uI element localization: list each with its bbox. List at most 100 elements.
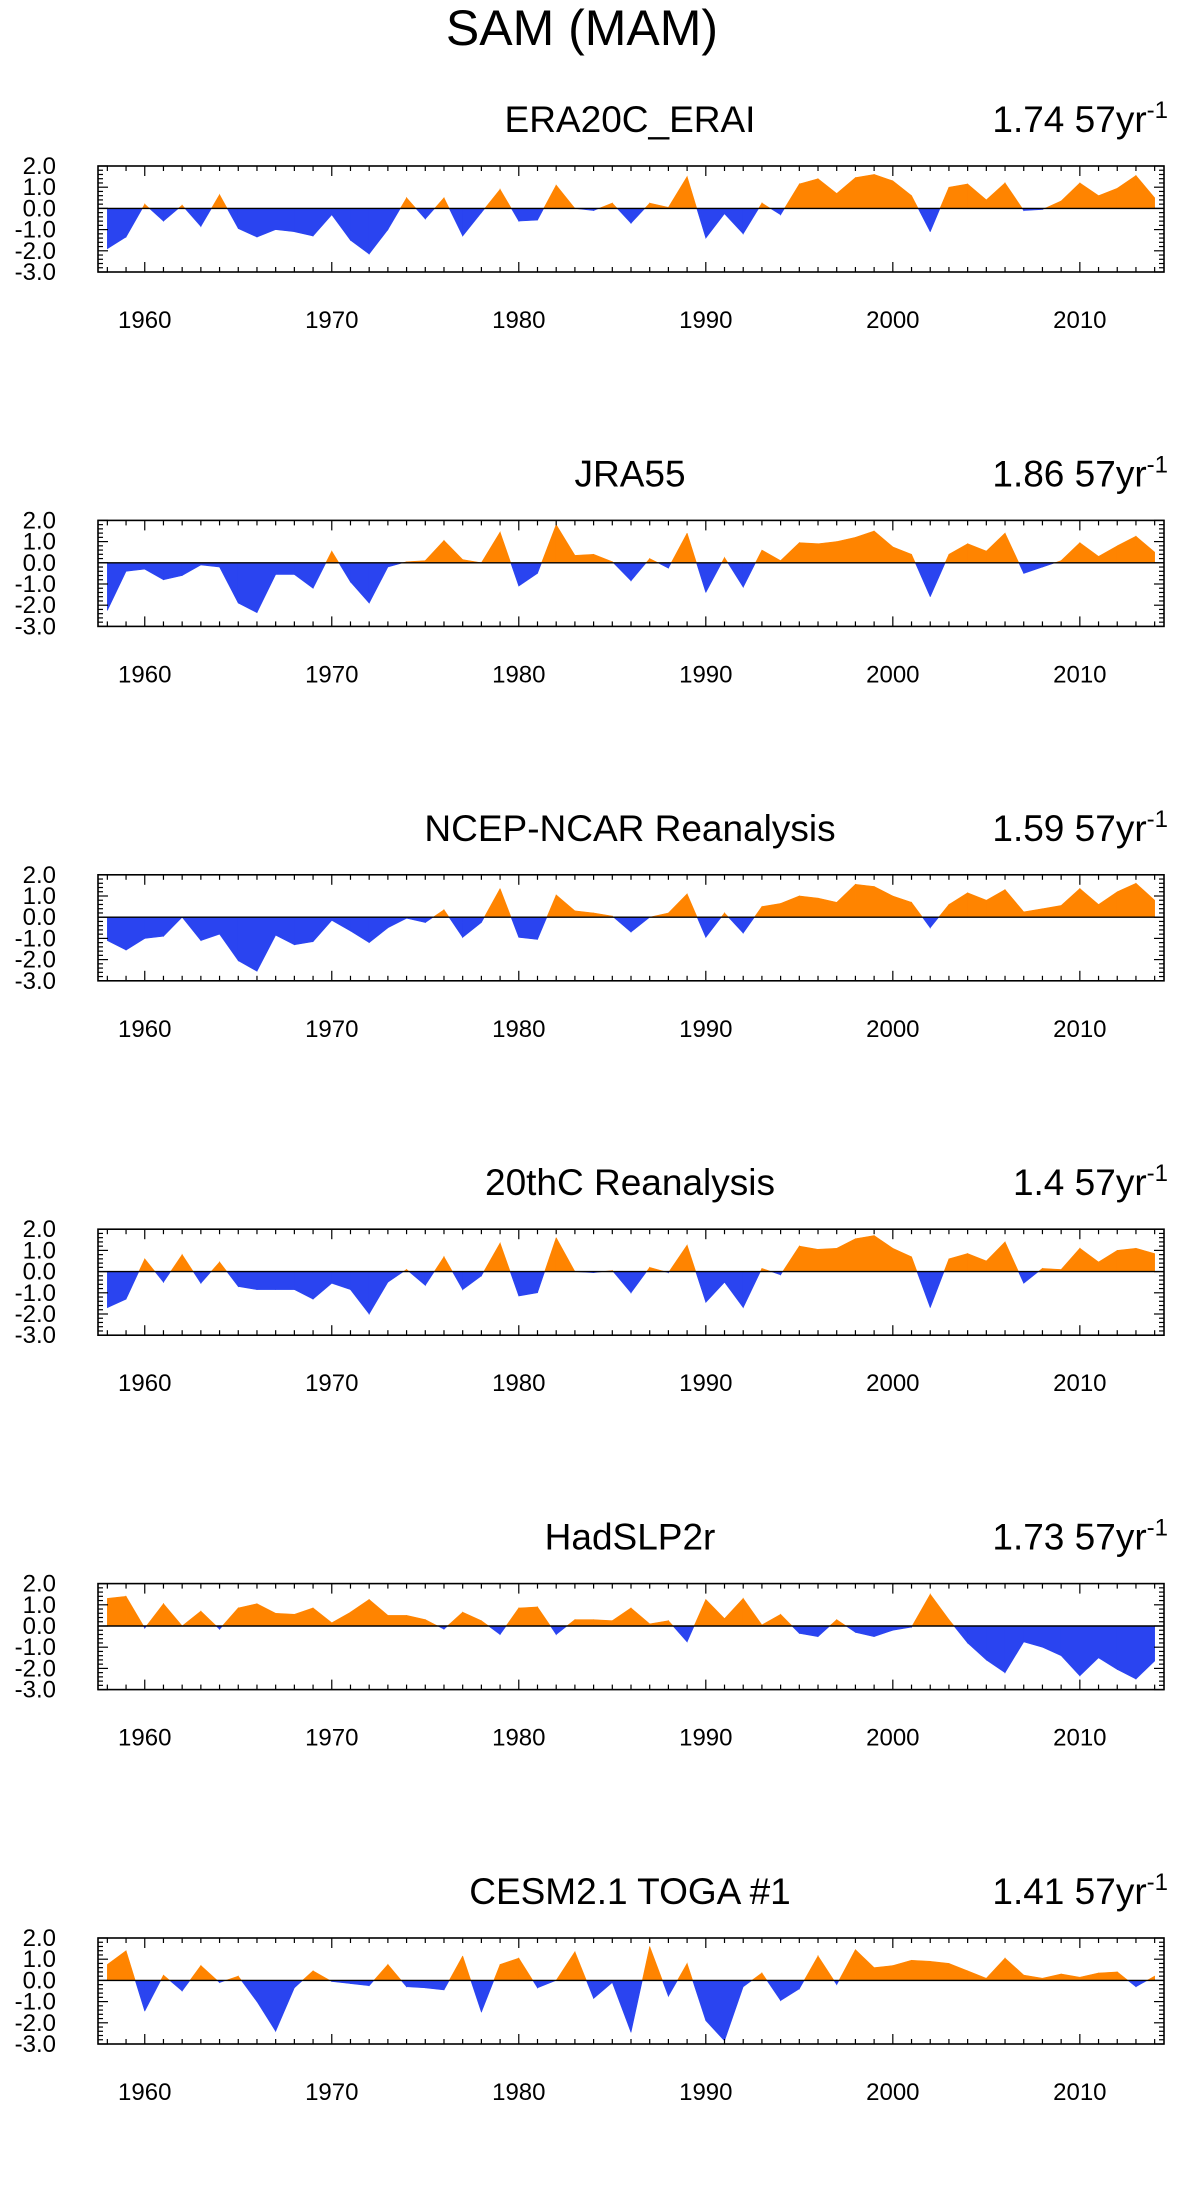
area-segment-2000	[892, 895, 912, 918]
panels: ERA20C_ERAI 1.74 57yr-12.01.00.0-1.0-2.0-…	[15, 97, 1168, 2106]
area-segment-1964	[219, 562, 239, 604]
area-segment-1975b	[432, 909, 445, 918]
area-segment-1960b	[148, 208, 164, 222]
area-segment-1974	[406, 1980, 426, 1989]
panel-title: HadSLP2r	[545, 1517, 716, 1558]
area-segment-1990b	[721, 557, 725, 564]
area-segment-1991	[724, 556, 729, 564]
area-segment-1973	[387, 1615, 407, 1627]
area-segment-1987	[649, 202, 669, 209]
area-segment-2005	[986, 532, 1006, 564]
area-segment-1996b	[828, 1618, 838, 1627]
y-tick-label: 0.0	[23, 195, 56, 222]
area-segment-1999	[873, 885, 894, 918]
area-segment-2007	[1023, 1625, 1043, 1648]
area-segment-1963b	[210, 193, 220, 209]
trend-unit: 57yr	[1075, 808, 1147, 849]
area-segment-1977	[462, 208, 482, 237]
panel-title: 20thC Reanalysis	[485, 1162, 775, 1203]
area-segment-1976b	[448, 1955, 463, 1981]
x-tick-label: 2010	[1053, 1016, 1106, 1043]
area-segment-1993b	[769, 208, 781, 216]
area-segment-1998	[855, 884, 875, 918]
area-segment-1980	[518, 916, 538, 940]
x-tick-label: 1990	[679, 2079, 732, 2106]
x-tick-label: 2000	[866, 1016, 919, 1043]
area-segment-1994	[780, 541, 800, 564]
area-segment-1976	[443, 1980, 450, 1991]
area-segment-1984b	[598, 202, 613, 209]
area-segment-1971	[350, 208, 370, 255]
area-segment-1968	[294, 208, 314, 237]
area-segment-1978b	[487, 1625, 501, 1636]
area-segment-2005	[986, 1625, 1006, 1674]
trend-value: 1.41	[992, 1871, 1064, 1912]
y-tick-label: 0.0	[23, 550, 56, 577]
area-segment-1975	[424, 208, 436, 220]
y-tick-label: -3.0	[15, 1677, 56, 1704]
area-segment-2012b	[1127, 1980, 1137, 1988]
y-tick-label: 2.0	[23, 1216, 56, 1243]
area-segment-2001	[911, 901, 924, 918]
x-tick-label: 1960	[118, 1370, 171, 1397]
area-segment-1991b	[727, 562, 744, 589]
area-segment-1965	[237, 1271, 258, 1290]
area-segment-1971	[350, 916, 370, 944]
x-tick-label: 1990	[679, 1370, 732, 1397]
area-segment-1986	[630, 1271, 648, 1294]
area-segment-1988b	[672, 1625, 688, 1643]
area-segment-1960b	[160, 1974, 164, 1981]
trend-space	[1064, 808, 1074, 849]
trend-unit: 57yr	[1075, 1517, 1147, 1558]
area-segment-1993	[761, 1972, 768, 1981]
area-segment-1970	[331, 550, 340, 564]
area-segment-1985	[611, 1607, 632, 1627]
area-segment-1964b	[221, 1607, 239, 1627]
panel-3-ncep-ncar-reanalysis: NCEP-NCAR Reanalysis 1.59 57yr-1 2.01.00.0…	[15, 806, 1168, 1043]
y-tick-label: -3.0	[15, 2031, 56, 2058]
area-segment-1995	[799, 1625, 819, 1637]
area-segment-1998	[855, 1235, 875, 1272]
area-segment-1986	[630, 562, 647, 582]
area-segment-1991	[724, 1980, 744, 2041]
area-segment-1958	[107, 1950, 127, 1981]
area-segment-1977	[462, 1955, 472, 1981]
area-segment-1995	[799, 542, 819, 564]
area-segment-2006	[1004, 181, 1023, 209]
area-segment-2008	[1042, 1973, 1062, 1981]
area-segment-1968	[294, 562, 314, 589]
x-tick-label: 2010	[1053, 307, 1106, 334]
area-segment-1975	[424, 539, 445, 564]
area-segment-1959	[125, 1595, 145, 1627]
area-segment-1972	[368, 916, 389, 944]
area-segment-1963	[200, 1610, 218, 1627]
area-segment-2001b	[916, 1271, 931, 1308]
area-segment-1962b	[184, 208, 202, 228]
area-segment-1997b	[838, 1949, 856, 1981]
trend-value: 1.86	[992, 453, 1064, 494]
area-segment-1984	[593, 1619, 613, 1627]
area-segment-1981	[537, 1980, 557, 1989]
area-segment-2002b	[939, 187, 950, 209]
area-segment-1961	[163, 562, 183, 581]
area-segment-1998	[855, 530, 875, 564]
y-tick-label: 1.0	[23, 174, 56, 201]
area-segment-1989	[686, 1245, 697, 1272]
area-segment-1982b	[566, 1619, 576, 1627]
area-segment-1983	[574, 554, 594, 564]
area-segment-1968	[294, 1607, 314, 1627]
area-segment-2005	[986, 889, 1006, 918]
area-segment-2003	[948, 892, 968, 918]
area-segment-1962	[181, 1980, 191, 1992]
y-tick-label: -3.0	[15, 613, 56, 640]
area-segment-1975b	[433, 197, 445, 209]
area-segment-2007	[1023, 1974, 1043, 1981]
area-segment-1990	[705, 562, 723, 593]
area-segment-1993	[761, 903, 781, 918]
area-segment-1983	[574, 910, 594, 918]
area-segment-1997	[836, 177, 856, 209]
area-segment-2006	[1004, 1241, 1019, 1272]
x-tick-label: 2010	[1053, 1725, 1106, 1752]
area-segment-1976b	[446, 1611, 463, 1627]
area-segment-1989b	[696, 916, 707, 938]
